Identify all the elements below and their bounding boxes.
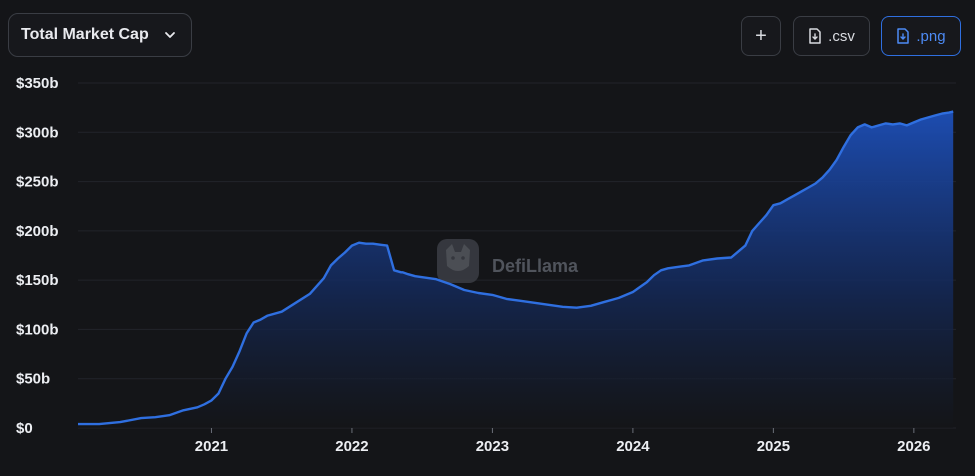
y-tick-label: $100b <box>16 321 59 338</box>
x-tick-label: 2022 <box>335 438 368 455</box>
y-tick-label: $300b <box>16 124 59 141</box>
y-tick-label: $350b <box>16 75 59 92</box>
y-tick-label: $50b <box>16 371 50 388</box>
x-tick-label: 2026 <box>897 438 930 455</box>
watermark-text: DefiLlama <box>492 256 579 276</box>
chevron-down-icon <box>165 32 175 38</box>
metric-select[interactable]: Total Market Cap <box>8 13 192 57</box>
y-tick-label: $200b <box>16 223 59 240</box>
png-button-label: .png <box>916 27 946 45</box>
x-axis-ticks: 2021 2022 2023 2024 2025 2026 <box>195 428 931 455</box>
x-tick-label: 2024 <box>616 438 650 455</box>
download-csv-button[interactable]: .csv <box>793 16 870 56</box>
add-button-label: + <box>755 25 767 47</box>
download-png-button[interactable]: .png <box>881 16 961 56</box>
x-tick-label: 2023 <box>476 438 509 455</box>
add-button[interactable]: + <box>741 16 781 56</box>
watermark: DefiLlama <box>437 239 579 283</box>
market-cap-area <box>78 111 954 428</box>
market-cap-line <box>78 110 954 426</box>
y-tick-label: $250b <box>16 174 59 191</box>
llama-logo-icon <box>437 239 479 283</box>
x-tick-label: 2021 <box>195 438 228 455</box>
file-icon <box>809 28 821 44</box>
file-icon <box>897 28 910 44</box>
csv-button-label: .csv <box>828 27 855 45</box>
chart-toolbar: Total Market Cap + .csv .png <box>8 13 963 59</box>
y-tick-label: $150b <box>16 272 59 289</box>
y-axis-ticks: $0 $50b $100b $150b $200b $250b $300b $350b <box>16 75 59 437</box>
metric-select-label: Total Market Cap <box>21 26 149 43</box>
y-tick-label: $0 <box>16 420 33 437</box>
x-tick-label: 2025 <box>757 438 790 455</box>
